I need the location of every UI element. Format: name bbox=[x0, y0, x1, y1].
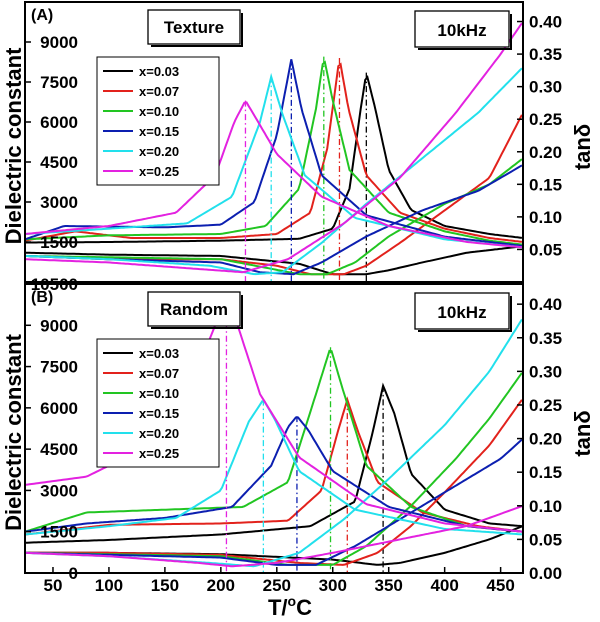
x-tick-label: 350 bbox=[375, 576, 403, 595]
x-tick-label: 200 bbox=[207, 576, 235, 595]
y-tick-label: 3000 bbox=[40, 481, 78, 500]
y-tick-label: 9000 bbox=[40, 33, 78, 52]
y-tick-label: 4500 bbox=[40, 440, 78, 459]
y2-tick-label: 0.25 bbox=[529, 110, 562, 129]
tan-curve-x=0.15 bbox=[25, 438, 523, 566]
legend-box bbox=[96, 56, 220, 186]
y-tick-label: 0 bbox=[69, 564, 78, 583]
panel-label: (B) bbox=[31, 289, 53, 306]
y2-axis-title: tanδ bbox=[570, 410, 595, 456]
legend-label: x=0.20 bbox=[139, 144, 179, 159]
x-tick-label: 100 bbox=[95, 576, 123, 595]
tan-curve-x=0.25 bbox=[25, 505, 523, 568]
y2-tick-label: 0.30 bbox=[529, 78, 562, 97]
curves bbox=[25, 22, 523, 282]
y2-tick-label: 0.10 bbox=[529, 497, 562, 516]
eps-curve-x=0.03 bbox=[25, 382, 522, 544]
y2-tick-label: 0.40 bbox=[529, 295, 562, 314]
y-axis-title: Dielectric constant bbox=[1, 333, 26, 531]
frequency-box-bg bbox=[414, 10, 510, 48]
frequency-label: 10kHz bbox=[437, 303, 486, 322]
y-tick-label: 10500 bbox=[31, 275, 78, 294]
y2-tick-label: 0.20 bbox=[529, 143, 562, 162]
y-tick-label: 9000 bbox=[40, 316, 78, 335]
y-axis-title: Dielectric constant bbox=[1, 47, 26, 245]
x-axis-title: T/oC bbox=[268, 593, 312, 620]
y2-tick-label: 0.15 bbox=[529, 463, 562, 482]
y2-tick-label: 0.05 bbox=[529, 240, 562, 259]
tan-curve-x=0.25 bbox=[25, 22, 523, 274]
y-tick-label: 1500 bbox=[40, 233, 78, 252]
y-tick-label: 4500 bbox=[40, 153, 78, 172]
legend-label: x=0.10 bbox=[139, 104, 179, 119]
tan-curve-x=0.03 bbox=[25, 525, 523, 566]
legend-box bbox=[96, 338, 220, 468]
panel-title: Texture bbox=[164, 18, 224, 37]
legend-label: x=0.25 bbox=[139, 164, 179, 179]
eps-curve-x=0.10 bbox=[25, 60, 522, 246]
x-tick-label: 400 bbox=[430, 576, 458, 595]
y-tick-label: 7500 bbox=[40, 358, 78, 377]
legend-label: x=0.15 bbox=[139, 406, 179, 421]
eps-curve-x=0.10 bbox=[25, 349, 522, 533]
curves bbox=[25, 307, 523, 573]
y2-tick-label: 0.00 bbox=[529, 564, 562, 583]
y-tick-label: 6000 bbox=[40, 113, 78, 132]
title-box-bg bbox=[147, 291, 241, 327]
x-tick-label: 50 bbox=[44, 576, 63, 595]
legend-label: x=0.03 bbox=[139, 346, 179, 361]
x-tick-label: 450 bbox=[486, 576, 514, 595]
x-tick-label: 250 bbox=[263, 576, 291, 595]
panel-random: 0 1500 3000 4500 6000 7500 9000 10500 0.00 0.05 0.… bbox=[1, 275, 595, 595]
y2-axis-title: tanδ bbox=[570, 124, 595, 170]
legend-label: x=0.07 bbox=[139, 84, 179, 99]
panel-title: Random bbox=[160, 300, 228, 319]
plot-frame bbox=[24, 1, 524, 283]
eps-curve-x=0.20 bbox=[25, 72, 522, 249]
x-tick-label: 150 bbox=[151, 576, 179, 595]
legend-label: x=0.20 bbox=[139, 426, 179, 441]
y2-tick-label: 0.15 bbox=[529, 175, 562, 194]
x-tick-label: 300 bbox=[319, 576, 347, 595]
title-box-bg bbox=[147, 9, 241, 45]
eps-curve-x=0.25 bbox=[25, 101, 522, 249]
y2-tick-label: 0.35 bbox=[529, 45, 562, 64]
y2-tick-label: 0.20 bbox=[529, 430, 562, 449]
y-tick-label: 7500 bbox=[40, 73, 78, 92]
tan-curve-x=0.20 bbox=[25, 67, 523, 276]
y-tick-label: 6000 bbox=[40, 399, 78, 418]
y-tick-label: 1500 bbox=[40, 523, 78, 542]
legend-label: x=0.03 bbox=[139, 64, 179, 79]
y2-tick-label: 0.35 bbox=[529, 329, 562, 348]
frequency-box-bg bbox=[414, 292, 510, 330]
x-axis-title-part: C bbox=[296, 595, 312, 620]
y2-tick-label: 0.40 bbox=[529, 13, 562, 32]
legend-label: x=0.25 bbox=[139, 446, 179, 461]
eps-curve-x=0.15 bbox=[25, 416, 522, 533]
panel-label: (A) bbox=[31, 7, 53, 24]
legend-label: x=0.07 bbox=[139, 366, 179, 381]
tan-curve-x=0.10 bbox=[25, 158, 523, 276]
y2-tick-label: 0.25 bbox=[529, 396, 562, 415]
frequency-label: 10kHz bbox=[437, 21, 486, 40]
x-axis-title-part: T/ bbox=[268, 595, 288, 620]
y2-tick-label: 0.10 bbox=[529, 208, 562, 227]
y2-tick-label: 0.30 bbox=[529, 362, 562, 381]
x-axis-title-superscript: o bbox=[288, 593, 297, 609]
legend-label: x=0.10 bbox=[139, 386, 179, 401]
y2-tick-label: 0.05 bbox=[529, 530, 562, 549]
tan-curve-x=0.03 bbox=[25, 245, 523, 276]
plot-frame bbox=[24, 283, 524, 574]
y-tick-label: 3000 bbox=[40, 193, 78, 212]
eps-curve-x=0.03 bbox=[25, 75, 523, 244]
panel-texture: 1500 3000 4500 6000 7500 9000 0.05 0.10 0.15 0.20… bbox=[1, 1, 595, 283]
legend-label: x=0.15 bbox=[139, 124, 179, 139]
